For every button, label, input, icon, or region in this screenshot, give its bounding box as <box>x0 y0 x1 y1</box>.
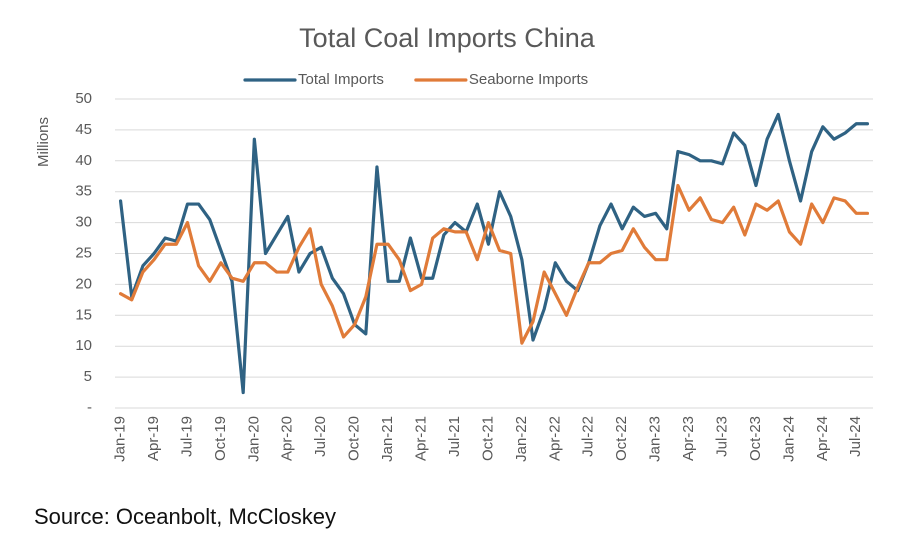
x-tick-label: Oct-20 <box>346 416 363 461</box>
x-tick-label: Apr-23 <box>680 416 697 461</box>
x-tick-label: Apr-19 <box>145 416 162 461</box>
source: Source: Oceanbolt, McCloskey <box>34 504 336 529</box>
x-tick-label: Oct-19 <box>212 416 229 461</box>
x-tick-label: Jul-21 <box>446 416 463 457</box>
y-tick-label: 50 <box>75 90 92 107</box>
series-line <box>118 112 870 395</box>
x-tick-label: Apr-20 <box>279 416 296 461</box>
y-tick-label: 25 <box>75 244 92 261</box>
series-line <box>118 183 870 345</box>
legend-label: Seaborne Imports <box>469 71 588 88</box>
x-tick-label: Jul-22 <box>580 416 597 457</box>
x-tick-label: Jan-21 <box>379 416 396 462</box>
x-tick-label: Jul-23 <box>713 416 730 457</box>
y-tick-label: 40 <box>75 152 92 169</box>
y-tick-label: - <box>87 399 92 416</box>
x-tick-label: Oct-22 <box>613 416 630 461</box>
x-tick-label: Jul-19 <box>178 416 195 457</box>
y-axis-label: Millions <box>35 117 52 167</box>
x-tick-label: Jan-22 <box>513 416 530 462</box>
x-tick-label: Jan-23 <box>647 416 664 462</box>
x-tick-label: Apr-21 <box>413 416 430 461</box>
y-tick-label: 35 <box>75 183 92 200</box>
y-tick-label: 5 <box>84 368 92 385</box>
y-tick-label: 10 <box>75 337 92 354</box>
x-tick-label: Jan-20 <box>245 416 262 462</box>
x-tick-label: Oct-21 <box>479 416 496 461</box>
y-tick-label: 30 <box>75 214 92 231</box>
x-tick-label: Jan-24 <box>780 416 797 462</box>
legend-label: Total Imports <box>298 71 384 88</box>
x-tick-label: Jan-19 <box>112 416 129 462</box>
x-tick-label: Jul-24 <box>847 416 864 457</box>
y-tick-label: 20 <box>75 275 92 292</box>
y-tick-label: 45 <box>75 121 92 138</box>
x-tick-label: Apr-22 <box>546 416 563 461</box>
x-tick-label: Apr-24 <box>814 416 831 461</box>
x-tick-label: Jul-20 <box>312 416 329 457</box>
y-tick-label: 15 <box>75 306 92 323</box>
x-tick-label: Oct-23 <box>747 416 764 461</box>
chart-title: Total Coal Imports China <box>299 23 596 53</box>
